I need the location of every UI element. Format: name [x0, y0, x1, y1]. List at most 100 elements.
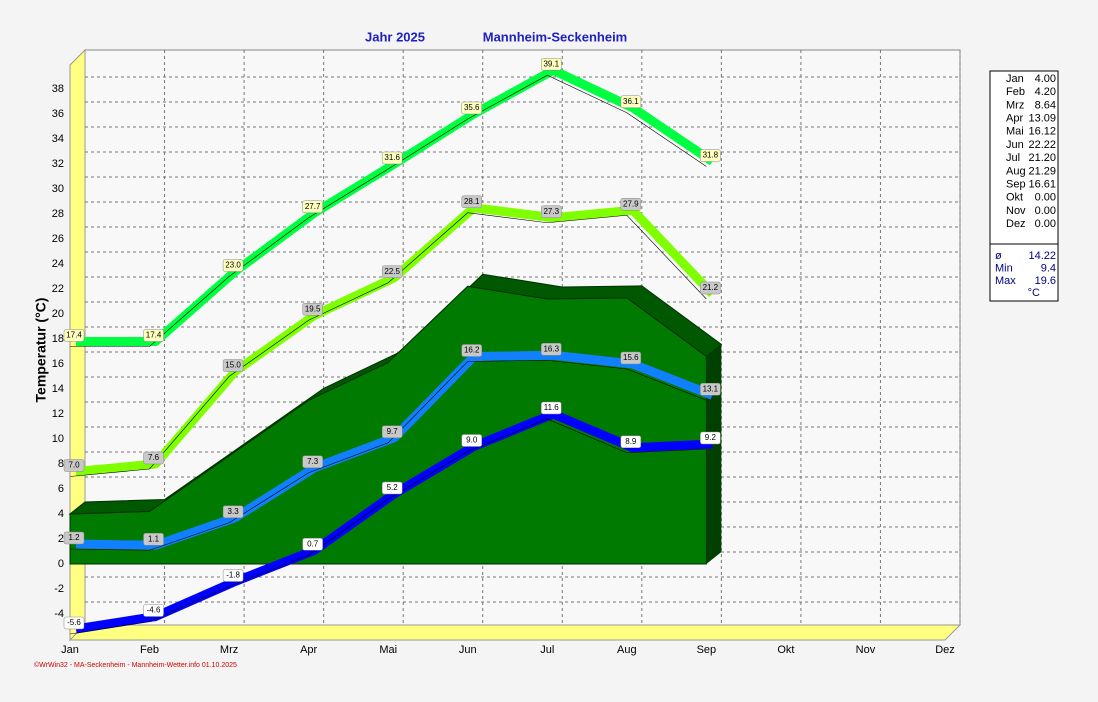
summary-stat-value: 9.4 [1041, 262, 1056, 274]
y-tick-label: 2 [58, 533, 64, 545]
summary-month: Mai [1006, 126, 1024, 138]
line-edge [69, 359, 707, 551]
data-label: 9.0 [466, 436, 478, 445]
data-label: 31.8 [703, 151, 719, 160]
data-label-box [541, 401, 562, 415]
line-edge [69, 418, 707, 635]
footer: ©WrWin32 - MA-Seckenheim - Mannheim-Wett… [34, 661, 237, 669]
data-label: 9.7 [387, 427, 399, 436]
data-label-box [63, 459, 85, 472]
data-label-box [302, 200, 323, 213]
summary-value: 21.20 [1028, 152, 1056, 164]
data-label: -4.6 [147, 606, 161, 615]
data-label-box [700, 281, 721, 295]
y-tick-label: 6 [58, 483, 64, 495]
y-tick-label: 34 [52, 133, 64, 145]
data-label-box [302, 455, 323, 468]
summary-stat-value: 14.22 [1028, 250, 1056, 262]
chart-title: Jahr 2025 [365, 29, 425, 44]
data-label-box [541, 205, 562, 218]
y-tick-label: 8 [58, 458, 64, 470]
data-label-box [461, 344, 482, 357]
data-label: 23.0 [225, 261, 241, 270]
data-label-box [700, 383, 721, 396]
summary-month: Aug [1006, 165, 1026, 177]
x-tick-label: Aug [617, 644, 637, 656]
data-label: 27.9 [623, 199, 639, 208]
data-label-box [143, 533, 164, 546]
summary-month: Apr [1006, 113, 1023, 125]
data-label: 27.7 [305, 202, 321, 211]
y-tick-label: 22 [52, 283, 64, 295]
data-label-box [63, 329, 85, 342]
summary-month: Nov [1006, 205, 1026, 217]
x-tick-label: Apr [300, 644, 317, 656]
data-label-box [620, 95, 642, 108]
line-edge [69, 212, 707, 477]
floor [68, 624, 962, 641]
data-label: 15.6 [623, 353, 639, 362]
data-label: 22.5 [384, 267, 400, 276]
data-label-box [222, 569, 244, 582]
data-label: 7.6 [148, 453, 160, 462]
data-label-box [381, 425, 403, 438]
data-label-box [461, 195, 482, 208]
data-label: 5.2 [387, 483, 399, 492]
y-tick-label: 18 [52, 333, 64, 345]
y-tick-label: 20 [52, 308, 64, 320]
summary-stat-label: Max [995, 275, 1016, 287]
data-label-box [302, 538, 323, 551]
summary-unit: °C [1028, 287, 1040, 299]
summary-box [989, 70, 1059, 302]
data-label: 36.1 [623, 97, 639, 106]
data-label-box [143, 604, 164, 617]
y-tick-label: 16 [52, 358, 64, 370]
x-tick-label: Jan [61, 644, 79, 656]
summary-value: 16.61 [1028, 179, 1056, 191]
data-label-box [222, 259, 244, 272]
data-label: 16.3 [543, 344, 559, 353]
summary-value: 0.00 [1035, 218, 1056, 230]
data-label-box [381, 151, 403, 165]
y-tick-label: 4 [58, 508, 64, 520]
data-label: 1.2 [68, 533, 80, 542]
y-tick-label: 28 [52, 208, 64, 220]
y-tick-label: 0 [58, 558, 64, 570]
y-tick-label: 26 [52, 233, 64, 245]
data-label: 7.0 [68, 461, 80, 470]
summary-value: 21.29 [1028, 165, 1056, 177]
data-label-box [461, 101, 482, 115]
data-label: 21.2 [703, 283, 719, 292]
data-label: -5.6 [67, 618, 81, 627]
data-label: 31.6 [384, 153, 400, 162]
y-tick-label: 30 [52, 183, 64, 195]
data-label: 17.4 [146, 331, 162, 340]
x-tick-label: Jul [540, 644, 554, 656]
data-label: 8.9 [625, 437, 637, 446]
data-label: 35.6 [464, 103, 480, 112]
y-tick-label: -2 [54, 583, 64, 595]
data-label-box [620, 435, 642, 448]
y-tick-label: 32 [52, 158, 64, 170]
summary-value: 4.00 [1035, 73, 1056, 85]
data-label: 7.3 [307, 457, 319, 466]
line-edge [70, 74, 707, 347]
data-label: 28.1 [464, 197, 480, 206]
summary-month: Jun [1006, 139, 1024, 151]
y-tick-label: 14 [52, 383, 64, 395]
summary-month: Okt [1006, 192, 1023, 204]
data-label-box [620, 351, 642, 365]
data-label: 0.7 [307, 539, 319, 548]
summary-value: 16.12 [1028, 126, 1056, 138]
data-label: 39.1 [543, 59, 559, 68]
data-label: -1.8 [226, 571, 240, 580]
x-tick-label: Jun [459, 644, 477, 656]
summary-value: 0.00 [1035, 205, 1056, 217]
summary-month: Dez [1006, 218, 1026, 230]
data-label-box [541, 343, 562, 356]
x-tick-label: Nov [856, 644, 876, 656]
x-tick-label: Mai [379, 644, 397, 656]
x-tick-label: Okt [777, 644, 794, 656]
x-tick-label: Sep [697, 644, 717, 656]
summary-month: Jul [1006, 152, 1020, 164]
